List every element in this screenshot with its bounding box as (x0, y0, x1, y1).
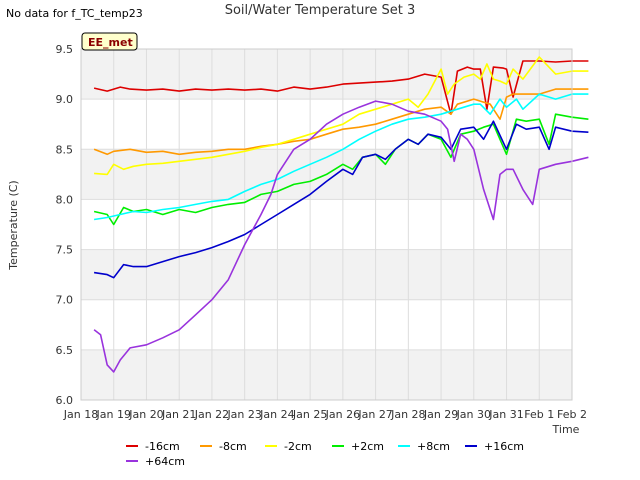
y-tick-label: 7.0 (56, 294, 74, 307)
legend-label--8cm: -8cm (219, 440, 247, 453)
shaded-band-0 (81, 49, 572, 100)
x-tick-label: Jan 30 (456, 408, 491, 421)
x-tick-label: Jan 29 (423, 408, 458, 421)
series-line--2cm (94, 56, 589, 176)
y-tick-label: 6.5 (56, 344, 74, 357)
series-line-+16cm (93, 120, 589, 279)
y-tick-label: 9.5 (56, 43, 74, 56)
legend-label-+8cm: +8cm (417, 440, 450, 453)
plot-frame (80, 48, 573, 401)
y-tick-label: 6.0 (56, 394, 74, 407)
x-tick-label: Feb 2 (557, 408, 587, 421)
x-tick-label: Jan 31 (488, 408, 523, 421)
legend-label-+16cm: +16cm (484, 440, 524, 453)
y-axis-label: Temperature (C) (7, 180, 20, 270)
plot-background (81, 49, 572, 400)
y-tick-label: 8.5 (56, 143, 74, 156)
legend-label-+64cm: +64cm (145, 455, 185, 468)
x-tick-label: Jan 21 (161, 408, 196, 421)
legend: -16cm -8cm -2cm +2cm +8cm +16cm +64cm (126, 440, 524, 468)
y-tick-label: 8.0 (56, 193, 74, 206)
x-tick-label: Jan 19 (96, 408, 131, 421)
no-data-note: No data for f_TC_temp23 (6, 7, 143, 20)
x-tick-label: Jan 23 (226, 408, 261, 421)
x-tick-label: Jan 22 (194, 408, 229, 421)
site-label: EE_met (88, 36, 133, 49)
shaded-band-2 (81, 249, 572, 300)
x-tick-label: Jan 25 (292, 408, 327, 421)
series-line-+64cm (93, 100, 589, 373)
x-tick-label: Jan 27 (357, 408, 392, 421)
x-tick-label: Feb 1 (524, 408, 554, 421)
site-label-badge: EE_met (81, 32, 138, 51)
y-tick-label: 9.0 (56, 93, 74, 106)
shaded-band-3 (81, 349, 572, 400)
legend-label--2cm: -2cm (284, 440, 312, 453)
series-line--8cm (93, 88, 589, 156)
chart-title: Soil/Water Temperature Set 3 (225, 3, 416, 18)
x-axis-label: Time (552, 423, 580, 436)
series-line-+8cm (93, 93, 589, 221)
x-tick-label: Jan 20 (128, 408, 163, 421)
x-tick-label: Jan 18 (63, 408, 98, 421)
x-tick-label: Jan 26 (325, 408, 360, 421)
series-line--16cm (93, 60, 589, 115)
legend-label-+2cm: +2cm (351, 440, 384, 453)
x-tick-label: Jan 24 (259, 408, 294, 421)
legend-label--16cm: -16cm (145, 440, 180, 453)
y-tick-label: 7.5 (56, 244, 74, 257)
x-tick-label: Jan 28 (390, 408, 425, 421)
